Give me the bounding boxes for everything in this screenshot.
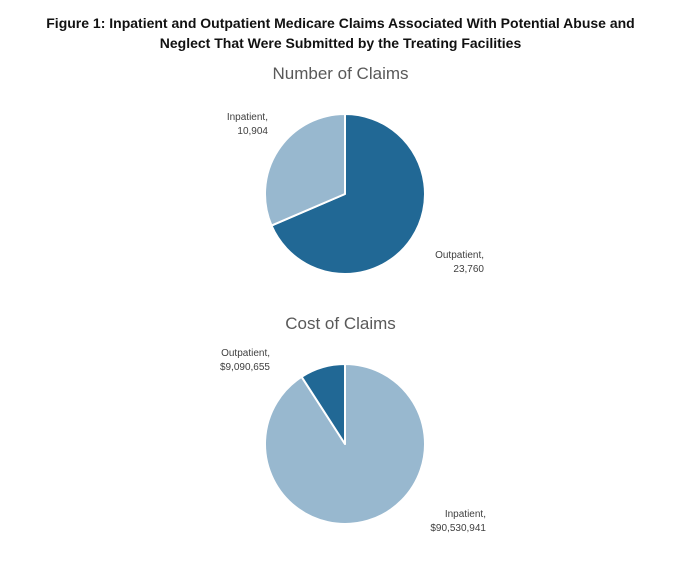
label-cost-inpatient: Inpatient, $90,530,941: [412, 508, 486, 536]
chart-title-cost-of-claims: Cost of Claims: [285, 314, 396, 333]
label-number-outpatient-value: 23,760: [453, 264, 484, 275]
pie-slice-inpatient: [264, 113, 346, 227]
figure-title-line-1: Figure 1: Inpatient and Outpatient Medic…: [46, 15, 635, 31]
label-cost-outpatient-name: Outpatient,: [221, 348, 270, 359]
label-cost-inpatient-name: Inpatient,: [444, 509, 486, 520]
chart-title-number-of-claims: Number of Claims: [272, 64, 409, 83]
label-number-outpatient-name: Outpatient,: [435, 250, 484, 261]
label-cost-outpatient: Outpatient, $9,090,655: [206, 347, 270, 375]
label-cost-inpatient-value: $90,530,941: [430, 523, 486, 534]
label-number-inpatient-name: Inpatient,: [226, 112, 268, 123]
label-number-outpatient: Outpatient, 23,760: [420, 249, 484, 277]
label-number-inpatient-value: 10,904: [237, 126, 268, 137]
label-number-inpatient: Inpatient, 10,904: [210, 111, 268, 139]
figure-title: Figure 1: Inpatient and Outpatient Medic…: [0, 13, 681, 53]
pie-chart-cost-of-claims: [264, 363, 426, 525]
pie-slice-outpatient: [270, 113, 426, 275]
figure-title-line-2: Neglect That Were Submitted by the Treat…: [159, 35, 522, 51]
pie-chart-number-of-claims: [264, 113, 426, 275]
pie-slice-outpatient: [300, 363, 346, 445]
label-cost-outpatient-value: $9,090,655: [219, 362, 270, 373]
